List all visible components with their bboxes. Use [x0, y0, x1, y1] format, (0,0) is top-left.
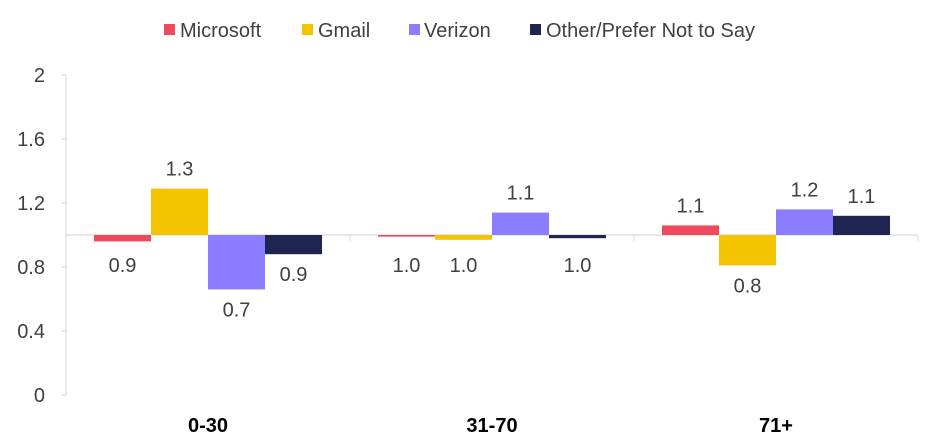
data-label-1-3: 1.1	[677, 195, 705, 217]
data-label-3-1: 0.7	[223, 299, 251, 321]
bar-1-3	[662, 225, 719, 235]
data-label-4-1: 0.9	[280, 264, 308, 286]
data-label-2-1: 1.3	[166, 159, 194, 181]
y-tick-label-2: 0.8	[17, 257, 45, 279]
data-label-1-1: 0.9	[109, 255, 137, 277]
y-tick-label-0: 0	[34, 385, 45, 407]
y-tick-label-3: 1.2	[17, 193, 45, 215]
y-tick-label-4: 1.6	[17, 129, 45, 151]
legend-swatch-2	[302, 24, 313, 35]
data-label-2-2: 1.0	[450, 255, 478, 277]
x-category-label-2: 31-70	[466, 415, 517, 437]
data-label-3-3: 1.2	[791, 179, 819, 201]
x-category-label-3: 71+	[759, 415, 793, 437]
legend-label-3: Verizon	[424, 20, 491, 42]
y-tick-label-1: 0.4	[17, 321, 45, 343]
legend-swatch-3	[409, 24, 420, 35]
bar-2-1	[151, 188, 208, 235]
y-tick-label-5: 2	[34, 65, 45, 87]
legend-swatch-1	[164, 24, 175, 35]
x-category-label-1: 0-30	[188, 415, 228, 437]
bar-3-3	[776, 209, 833, 235]
data-label-4-3: 1.1	[848, 186, 876, 208]
data-label-4-2: 1.0	[564, 255, 592, 277]
data-label-3-2: 1.1	[507, 183, 535, 205]
data-label-1-2: 1.0	[393, 255, 421, 277]
bar-3-2	[492, 212, 549, 235]
bar-4-3	[833, 215, 890, 235]
bar-4-2	[549, 235, 606, 239]
legend-swatch-4	[530, 24, 541, 35]
bar-3-1	[208, 235, 265, 290]
bar-2-3	[719, 235, 776, 266]
bar-4-1	[265, 235, 322, 255]
bar-2-2	[435, 235, 492, 240]
legend-label-2: Gmail	[318, 20, 370, 42]
bar-1-1	[94, 235, 151, 242]
bar-1-2	[378, 235, 435, 237]
legend-label-1: Microsoft	[180, 20, 262, 42]
data-label-2-3: 0.8	[734, 275, 762, 297]
legend-label-4: Other/Prefer Not to Say	[546, 20, 755, 42]
